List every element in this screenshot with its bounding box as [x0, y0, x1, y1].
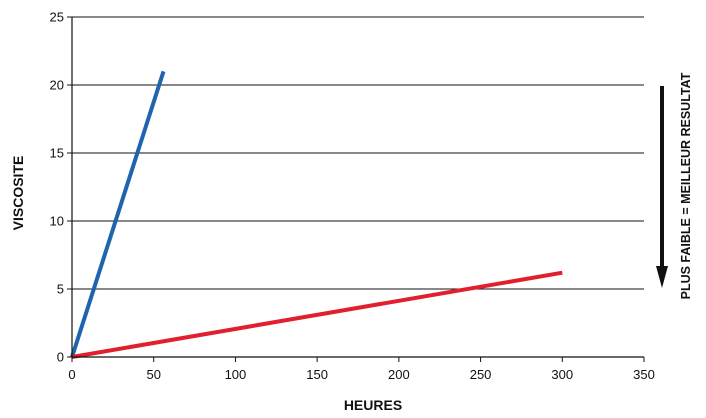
y-tick-label-10: 10 — [50, 214, 64, 229]
x-tick-label-0: 0 — [68, 367, 75, 382]
grid-lines — [72, 16, 644, 290]
x-tick-label-350: 350 — [633, 367, 655, 382]
y-tick-labels: 0 5 10 15 20 25 — [50, 10, 64, 365]
x-tick-label-250: 250 — [470, 367, 492, 382]
annotation-text: PLUS FAIBLE = MEILLEUR RESULTAT — [679, 72, 693, 299]
better-direction-annotation: PLUS FAIBLE = MEILLEUR RESULTAT — [656, 72, 693, 299]
axes — [67, 16, 645, 362]
series-line-1 — [70, 70, 166, 358]
y-tick-label-25: 25 — [50, 10, 64, 25]
y-axis-title: VISCOSITE — [10, 156, 26, 231]
x-tick-label-300: 300 — [551, 367, 573, 382]
x-tick-labels: 0 50 100 150 200 250 300 350 — [68, 367, 654, 382]
x-tick-label-150: 150 — [306, 367, 328, 382]
down-arrow-head — [656, 266, 668, 288]
y-tick-label-0: 0 — [57, 350, 64, 365]
x-tick-label-100: 100 — [225, 367, 247, 382]
x-tick-label-50: 50 — [146, 367, 160, 382]
series-line-2 — [71, 270, 563, 359]
x-tick-label-200: 200 — [388, 367, 410, 382]
y-tick-label-20: 20 — [50, 78, 64, 93]
y-tick-label-5: 5 — [57, 282, 64, 297]
y-tick-label-15: 15 — [50, 146, 64, 161]
x-axis-title: HEURES — [344, 397, 402, 413]
series-lines — [70, 70, 563, 359]
